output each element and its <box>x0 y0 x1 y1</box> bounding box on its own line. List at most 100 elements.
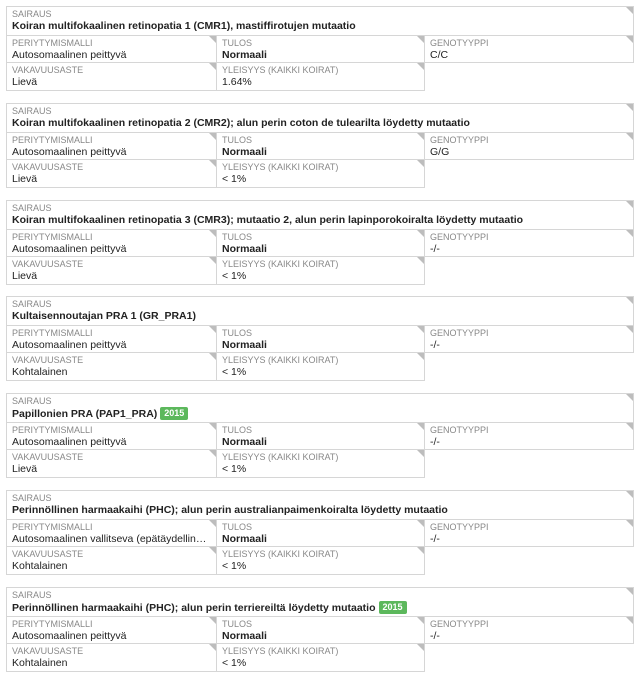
result-cell: TULOS Normaali <box>216 325 425 354</box>
disease-title: Kultaisennoutajan PRA 1 (GR_PRA1) <box>12 310 196 323</box>
severity-value: Lievä <box>12 76 38 88</box>
disease-label: SAIRAUS <box>12 105 52 116</box>
disease-label: SAIRAUS <box>12 299 52 310</box>
result-label: TULOS <box>222 618 253 629</box>
result-value: Normaali <box>222 532 267 545</box>
inheritance-cell: PERIYTYMISMALLI Autosomaalinen peittyvä <box>6 35 217 63</box>
severity-value: Lievä <box>12 269 38 282</box>
prevalence-cell: YLEISYYS (KAIKKI KOIRAT) 1.64% <box>216 62 425 91</box>
prevalence-cell: YLEISYYS (KAIKKI KOIRAT) < 1% <box>216 158 425 188</box>
prevalence-label: YLEISYYS (KAIKKI KOIRAT) <box>222 548 339 559</box>
prevalence-cell: YLEISYYS (KAIKKI KOIRAT) < 1% <box>216 449 425 479</box>
prevalence-cell: YLEISYYS (KAIKKI KOIRAT) < 1% <box>216 255 425 285</box>
inheritance-cell: PERIYTYMISMALLI Autosomaalinen peittyvä <box>6 228 217 257</box>
genotype-value: G/G <box>430 145 450 158</box>
disease-title: Perinnöllinen harmaakaihi (PHC); alun pe… <box>12 503 448 516</box>
inheritance-value: Autosomaalinen vallitseva (epätäydelline… <box>12 532 211 545</box>
prevalence-label: YLEISYYS (KAIKKI KOIRAT) <box>222 258 339 269</box>
genotype-label: GENOTYYPPI <box>430 328 489 339</box>
genotype-cell: GENOTYYPPI -/- <box>424 518 634 547</box>
genotype-label: GENOTYYPPI <box>430 618 489 629</box>
inheritance-value: Autosomaalinen peittyvä <box>12 629 127 642</box>
severity-value: Kohtalainen <box>12 559 68 572</box>
genotype-label: GENOTYYPPI <box>430 38 489 48</box>
disease-title: Koiran multifokaalinen retinopatia 3 (CM… <box>12 213 524 226</box>
disease-results-list: SAIRAUS Koiran multifokaalinen retinopati… <box>6 6 634 684</box>
prevalence-value: < 1% <box>222 559 247 572</box>
genotype-cell: GENOTYYPPI -/- <box>424 228 634 257</box>
prevalence-label: YLEISYYS (KAIKKI KOIRAT) <box>222 645 339 656</box>
disease-label: SAIRAUS <box>12 492 52 503</box>
disease-title: Koiran multifokaalinen retinopatia 1 (CM… <box>12 20 356 32</box>
severity-value: Kohtalainen <box>12 656 68 669</box>
genotype-value: -/- <box>430 242 440 255</box>
result-label: TULOS <box>222 134 253 145</box>
disease-card: SAIRAUS Perinnöllinen harmaakaihi (PHC); … <box>6 489 634 576</box>
inheritance-label: PERIYTYMISMALLI <box>12 134 93 145</box>
result-value: Normaali <box>222 629 267 642</box>
genotype-value: -/- <box>430 436 440 449</box>
severity-cell: VAKAVUUSASTE Kohtalainen <box>6 545 217 575</box>
genotype-cell: GENOTYYPPI -/- <box>424 422 634 451</box>
inheritance-value: Autosomaalinen peittyvä <box>12 49 127 61</box>
disease-cell: SAIRAUS Papillonien PRA (PAP1_PRA) 2015 <box>6 393 634 424</box>
inheritance-label: PERIYTYMISMALLI <box>12 328 93 339</box>
prevalence-value: < 1% <box>222 366 247 379</box>
disease-label: SAIRAUS <box>12 9 52 19</box>
result-cell: TULOS Normaali <box>216 131 425 160</box>
result-label: TULOS <box>222 521 253 532</box>
prevalence-cell: YLEISYYS (KAIKKI KOIRAT) < 1% <box>216 642 425 672</box>
disease-cell: SAIRAUS Kultaisennoutajan PRA 1 (GR_PRA1) <box>6 296 634 327</box>
result-cell: TULOS Normaali <box>216 518 425 547</box>
genotype-value: -/- <box>430 629 440 642</box>
severity-label: VAKAVUUSASTE <box>12 452 84 463</box>
severity-label: VAKAVUUSASTE <box>12 258 84 269</box>
prevalence-cell: YLEISYYS (KAIKKI KOIRAT) < 1% <box>216 352 425 382</box>
prevalence-label: YLEISYYS (KAIKKI KOIRAT) <box>222 161 339 172</box>
result-label: TULOS <box>222 425 253 436</box>
result-cell: TULOS Normaali <box>216 228 425 257</box>
severity-cell: VAKAVUUSASTE Lievä <box>6 158 217 188</box>
year-badge: 2015 <box>160 407 189 421</box>
inheritance-cell: PERIYTYMISMALLI Autosomaalinen peittyvä <box>6 131 217 160</box>
result-label: TULOS <box>222 38 253 48</box>
inheritance-label: PERIYTYMISMALLI <box>12 38 93 48</box>
inheritance-cell: PERIYTYMISMALLI Autosomaalinen vallitseva… <box>6 518 217 547</box>
inheritance-cell: PERIYTYMISMALLI Autosomaalinen peittyvä <box>6 325 217 354</box>
genotype-label: GENOTYYPPI <box>430 425 489 436</box>
severity-label: VAKAVUUSASTE <box>12 645 84 656</box>
genotype-value: C/C <box>430 49 449 61</box>
disease-card: SAIRAUS Papillonien PRA (PAP1_PRA) 2015 PER… <box>6 393 634 479</box>
genotype-cell: GENOTYYPPI G/G <box>424 131 634 160</box>
disease-title: Koiran multifokaalinen retinopatia 2 (CM… <box>12 116 470 129</box>
year-badge: 2015 <box>378 600 407 614</box>
inheritance-cell: PERIYTYMISMALLI Autosomaalinen peittyvä <box>6 615 217 644</box>
disease-cell: SAIRAUS Koiran multifokaalinen retinopati… <box>6 102 634 133</box>
disease-cell: SAIRAUS Perinnöllinen harmaakaihi (PHC); … <box>6 586 634 617</box>
result-value: Normaali <box>222 49 267 61</box>
severity-label: VAKAVUUSASTE <box>12 355 84 366</box>
genotype-label: GENOTYYPPI <box>430 134 489 145</box>
genotype-label: GENOTYYPPI <box>430 231 489 242</box>
inheritance-cell: PERIYTYMISMALLI Autosomaalinen peittyvä <box>6 422 217 451</box>
inheritance-value: Autosomaalinen peittyvä <box>12 436 127 449</box>
result-value: Normaali <box>222 242 267 255</box>
prevalence-value: < 1% <box>222 269 247 282</box>
severity-value: Lievä <box>12 172 38 185</box>
disease-label: SAIRAUS <box>12 589 52 600</box>
severity-cell: VAKAVUUSASTE Lievä <box>6 449 217 479</box>
inheritance-label: PERIYTYMISMALLI <box>12 425 93 436</box>
severity-label: VAKAVUUSASTE <box>12 548 84 559</box>
disease-card: SAIRAUS Perinnöllinen harmaakaihi (PHC); … <box>6 586 634 673</box>
disease-title: Papillonien PRA (PAP1_PRA) <box>12 408 158 421</box>
genotype-cell: GENOTYYPPI -/- <box>424 615 634 644</box>
result-cell: TULOS Normaali <box>216 615 425 644</box>
inheritance-value: Autosomaalinen peittyvä <box>12 242 127 255</box>
disease-card: SAIRAUS Koiran multifokaalinen retinopati… <box>6 102 634 189</box>
genotype-cell: GENOTYYPPI -/- <box>424 325 634 354</box>
inheritance-value: Autosomaalinen peittyvä <box>12 339 127 352</box>
prevalence-label: YLEISYYS (KAIKKI KOIRAT) <box>222 452 339 463</box>
severity-label: VAKAVUUSASTE <box>12 161 84 172</box>
result-cell: TULOS Normaali <box>216 35 425 63</box>
inheritance-label: PERIYTYMISMALLI <box>12 521 93 532</box>
